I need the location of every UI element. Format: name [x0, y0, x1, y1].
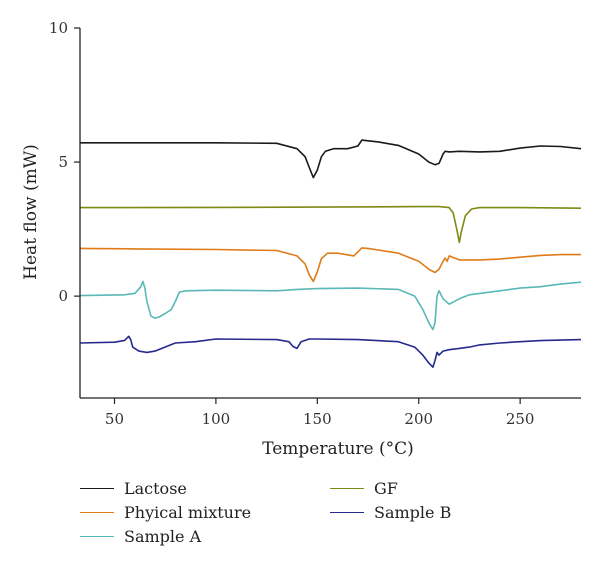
y-tick-label: 5	[58, 153, 68, 171]
series-lines	[79, 139, 582, 368]
legend-label: GF	[374, 478, 398, 498]
legend-label: Sample A	[124, 526, 202, 546]
legend-item-phyical-mixture: Phyical mixture	[80, 500, 251, 524]
legend-swatch	[80, 511, 114, 513]
legend-label: Sample B	[374, 502, 452, 522]
x-tick-label: 100	[202, 410, 231, 428]
legend-item-sample-a: Sample A	[80, 524, 201, 548]
legend-swatch	[80, 487, 114, 489]
series-line-lactose	[80, 139, 582, 179]
legend-label: Lactose	[124, 478, 187, 498]
legend-label: Phyical mixture	[124, 502, 252, 522]
x-tick-label: 200	[404, 410, 433, 428]
x-tick-label: 250	[506, 410, 535, 428]
legend-swatch	[330, 511, 364, 513]
axes: 50 100 150 200 250 0 5 10	[49, 19, 581, 428]
legend-item-sample-b: Sample B	[330, 500, 451, 524]
x-tick-label: 50	[105, 410, 124, 428]
x-tick-label: 150	[303, 410, 332, 428]
series-line-sample-a	[79, 280, 582, 331]
legend-item-gf: GF	[330, 476, 398, 500]
dsc-chart: 50 100 150 200 250 0 5 10 Temperature (°C) Heat…	[21, 19, 582, 459]
series-line-phyical-mixture	[79, 247, 581, 283]
legend-item-lactose: Lactose	[80, 476, 187, 500]
legend-swatch	[330, 487, 364, 489]
series-line-sample-b	[79, 335, 582, 368]
legend-swatch	[80, 535, 114, 537]
y-tick-label: 10	[49, 19, 68, 37]
y-tick-label: 0	[58, 287, 68, 305]
series-line-gf	[79, 205, 582, 244]
y-axis-title: Heat flow (mW)	[21, 144, 41, 280]
x-axis-title: Temperature (°C)	[262, 439, 414, 459]
